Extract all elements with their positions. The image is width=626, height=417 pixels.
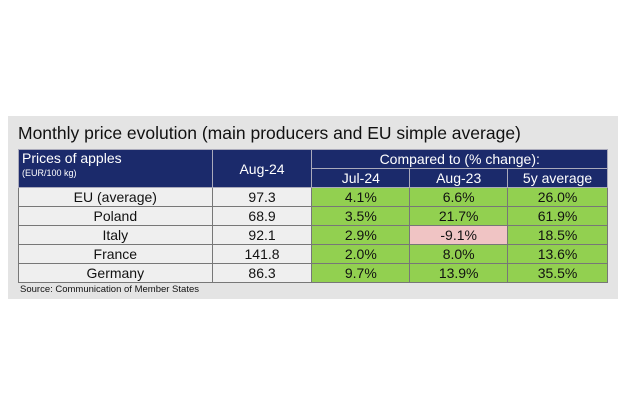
table-row: Germany 86.3 9.7% 13.9% 35.5% [18, 263, 608, 283]
change-cell: 21.7% [409, 206, 509, 226]
country-cell: Germany [18, 263, 213, 283]
table-row: Poland 68.9 3.5% 21.7% 61.9% [18, 206, 608, 226]
change-cell: 8.0% [409, 244, 509, 264]
table-row: France 141.8 2.0% 8.0% 13.6% [18, 244, 608, 264]
table-row: Italy 92.1 2.9% -9.1% 18.5% [18, 225, 608, 245]
unit-label: (EUR/100 kg) [22, 168, 77, 178]
source-note: Source: Communication of Member States [20, 284, 199, 295]
change-cell: 61.9% [507, 206, 608, 226]
country-cell: Poland [18, 206, 213, 226]
price-cell: 86.3 [211, 263, 313, 283]
change-cell: 35.5% [507, 263, 608, 283]
header-current: Aug-24 [211, 149, 313, 188]
change-cell: 6.6% [409, 187, 509, 207]
country-cell: EU (average) [18, 187, 213, 207]
price-cell: 68.9 [211, 206, 313, 226]
product-label: Prices of apples [22, 150, 122, 166]
change-cell: 2.9% [311, 225, 411, 245]
price-cell: 97.3 [211, 187, 313, 207]
change-cell: 9.7% [311, 263, 411, 283]
price-cell: 92.1 [211, 225, 313, 245]
header-compared: Compared to (% change): [311, 149, 608, 169]
country-cell: Italy [18, 225, 213, 245]
change-cell: 13.6% [507, 244, 608, 264]
change-cell: 18.5% [507, 225, 608, 245]
header-col: Aug-23 [409, 168, 509, 188]
change-cell: 4.1% [311, 187, 411, 207]
header-product: Prices of apples (EUR/100 kg) [18, 149, 213, 188]
header-col: Jul-24 [311, 168, 411, 188]
change-cell: 26.0% [507, 187, 608, 207]
change-cell: 13.9% [409, 263, 509, 283]
table-row: EU (average) 97.3 4.1% 6.6% 26.0% [18, 187, 608, 207]
change-cell: 3.5% [311, 206, 411, 226]
apple-price-table: Prices of apples (EUR/100 kg) Aug-24 Com… [18, 149, 608, 283]
table-title: Monthly price evolution (main producers … [18, 123, 521, 143]
header-col: 5y average [507, 168, 608, 188]
price-cell: 141.8 [211, 244, 313, 264]
change-cell: -9.1% [409, 225, 509, 245]
country-cell: France [18, 244, 213, 264]
change-cell: 2.0% [311, 244, 411, 264]
